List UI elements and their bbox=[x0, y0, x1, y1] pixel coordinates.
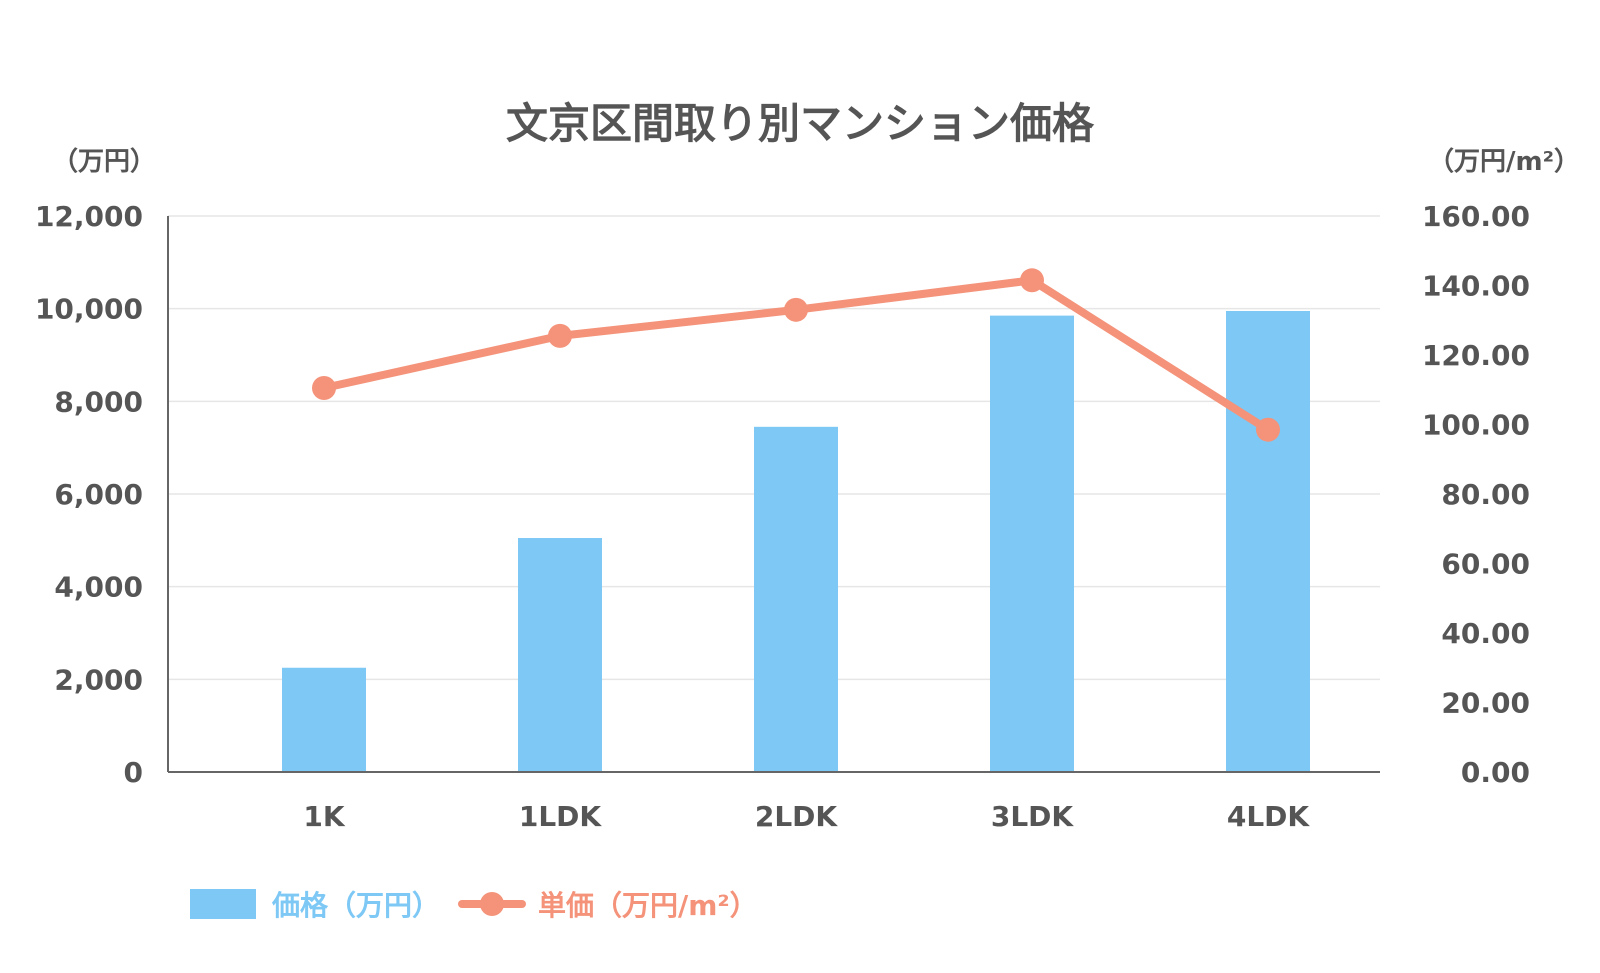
right-tick-label: 60.00 bbox=[1441, 548, 1530, 581]
left-tick-label: 6,000 bbox=[54, 478, 143, 511]
left-tick-label: 12,000 bbox=[35, 200, 143, 233]
right-tick-label: 100.00 bbox=[1422, 409, 1530, 442]
line-point-1K bbox=[312, 376, 336, 401]
left-tick-label: 4,000 bbox=[54, 571, 143, 604]
bar-series bbox=[282, 310, 1310, 772]
left-axis-unit-label: （万円） bbox=[52, 147, 156, 177]
right-tick-label: 140.00 bbox=[1422, 270, 1530, 303]
legend-line-label: 単価（万円/m²） bbox=[538, 889, 758, 922]
legend-bar-swatch bbox=[190, 889, 256, 919]
category-label: 2LDK bbox=[755, 800, 839, 833]
legend-line-marker bbox=[480, 892, 504, 916]
tick-labels: 0 2,000 4,000 6,000 8,000 10,000 12,000 0.00 20.… bbox=[35, 200, 1530, 833]
line-point-3LDK bbox=[1020, 268, 1044, 293]
chart-title: 文京区間取り別マンション価格 bbox=[506, 99, 1095, 148]
right-tick-label: 120.00 bbox=[1422, 339, 1530, 372]
line-series bbox=[312, 268, 1280, 442]
right-axis-unit-label: （万円/m²） bbox=[1428, 147, 1580, 177]
bar-3LDK bbox=[990, 315, 1074, 772]
left-tick-label: 0 bbox=[124, 756, 143, 789]
left-tick-label: 2,000 bbox=[54, 663, 143, 696]
category-label: 1LDK bbox=[519, 800, 603, 833]
right-tick-label: 40.00 bbox=[1441, 617, 1530, 650]
legend: 価格（万円） 単価（万円/m²） bbox=[190, 889, 758, 922]
category-label: 3LDK bbox=[991, 800, 1075, 833]
left-tick-label: 8,000 bbox=[54, 385, 143, 418]
line-point-1LDK bbox=[548, 323, 572, 348]
right-tick-label: 0.00 bbox=[1461, 756, 1530, 789]
bar-1K bbox=[282, 667, 366, 772]
bar-1LDK bbox=[518, 538, 602, 772]
right-tick-label: 80.00 bbox=[1441, 478, 1530, 511]
right-tick-label: 160.00 bbox=[1422, 200, 1530, 233]
line-point-2LDK bbox=[784, 297, 808, 322]
bar-4LDK bbox=[1226, 310, 1310, 772]
line-point-4LDK bbox=[1256, 417, 1280, 442]
category-label: 1K bbox=[303, 800, 345, 833]
axes bbox=[167, 216, 1380, 773]
bar-2LDK bbox=[754, 426, 838, 772]
legend-bar-label: 価格（万円） bbox=[271, 889, 440, 922]
category-label: 4LDK bbox=[1227, 800, 1311, 833]
left-tick-label: 10,000 bbox=[35, 293, 143, 326]
right-tick-label: 20.00 bbox=[1441, 687, 1530, 720]
